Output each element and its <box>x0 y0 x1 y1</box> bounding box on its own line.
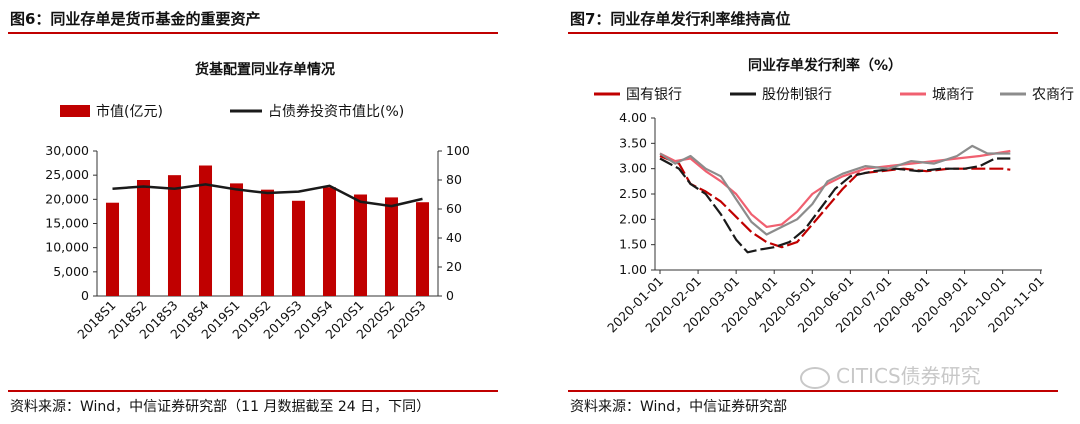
left-y-tick-label: 25,000 <box>45 167 89 182</box>
left-source: 资料来源：Wind，中信证券研究部（11 月数据截至 24 日，下同） <box>10 399 431 415</box>
right-y-tick-label: 60 <box>446 201 462 216</box>
right-source: 资料来源：Wind，中信证券研究部 <box>570 399 788 415</box>
legend-label-1: 股份制银行 <box>762 87 832 103</box>
right-y-tick-label: 80 <box>446 172 462 187</box>
right-y-tick-label: 100 <box>446 143 470 158</box>
right-y-tick-label: 20 <box>446 259 462 274</box>
legend-label-3: 农商行 <box>1032 87 1074 103</box>
y-tick-label: 2.00 <box>619 211 647 226</box>
chart1-title: 货基配置同业存单情况 <box>194 61 335 78</box>
bar <box>198 165 213 296</box>
legend-label-bar: 市值(亿元) <box>96 103 163 120</box>
bar <box>260 189 275 296</box>
left-bottom-rule <box>8 390 498 392</box>
legend-label-line: 占债券投资市值比(%) <box>268 103 404 120</box>
y-tick-label: 3.00 <box>619 161 647 176</box>
series-line-1 <box>659 157 1011 254</box>
right-y-tick-label: 40 <box>446 230 462 245</box>
legend-label-0: 国有银行 <box>626 87 682 103</box>
left-figure-title: 图6：同业存单是货币基金的重要资产 <box>10 10 261 28</box>
bar <box>136 180 151 296</box>
y-tick-label: 1.50 <box>619 237 647 252</box>
line-chart: 同业存单发行利率（%） 国有银行 股份制银行 城商行 农商行 1.00 1.50 2.00 2.… <box>594 57 1074 335</box>
bar <box>384 197 399 296</box>
watermark-text: CITICS债券研究 <box>836 364 981 388</box>
left-top-rule <box>8 32 498 34</box>
bar <box>105 202 120 296</box>
right-top-rule <box>568 32 1058 34</box>
y-tick-label: 1.00 <box>619 262 647 277</box>
series-line-3 <box>659 144 1011 236</box>
y-tick-label: 3.50 <box>619 135 647 150</box>
left-y-tick-label: 10,000 <box>45 240 89 255</box>
bar <box>167 175 182 296</box>
watermark: CITICS债券研究 <box>800 360 981 389</box>
chart2-title: 同业存单发行利率（%） <box>748 57 902 74</box>
bar <box>291 200 306 296</box>
legend-swatch-bar <box>60 105 90 117</box>
bar <box>353 194 368 296</box>
bar <box>229 183 244 296</box>
left-y-tick-label: 0 <box>81 288 89 303</box>
right-figure-title: 图7：同业存单发行利率维持高位 <box>570 10 791 28</box>
right-y-tick-label: 0 <box>446 288 454 303</box>
right-panel: 图7：同业存单发行利率维持高位 同业存单发行利率（%） 国有银行 股份制银行 城商行 农… <box>560 0 1080 424</box>
y-tick-label: 4.00 <box>619 110 647 125</box>
legend-label-2: 城商行 <box>932 87 974 103</box>
wechat-icon <box>800 366 830 389</box>
left-panel: 图6：同业存单是货币基金的重要资产 货基配置同业存单情况市值(亿元) 占债券投资市… <box>0 0 520 424</box>
left-y-tick-label: 20,000 <box>45 191 89 206</box>
bar <box>322 187 337 296</box>
series-line-0 <box>659 154 1011 249</box>
left-y-tick-label: 15,000 <box>45 216 89 231</box>
right-bottom-rule <box>568 390 1058 392</box>
bar <box>415 202 430 296</box>
left-y-tick-label: 30,000 <box>45 143 89 158</box>
ratio-line <box>112 183 423 208</box>
y-tick-label: 2.50 <box>619 186 647 201</box>
left-y-tick-label: 5,000 <box>53 264 89 279</box>
